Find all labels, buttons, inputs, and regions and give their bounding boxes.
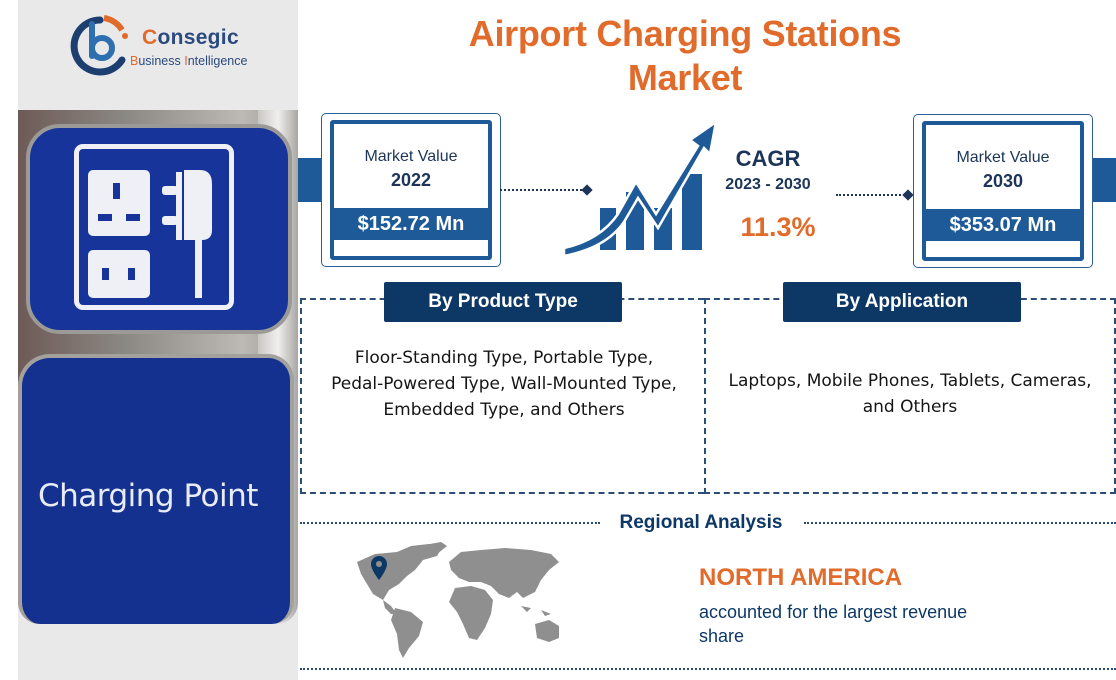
- regional-divider-left: [300, 522, 600, 524]
- page-title-line1: Airport Charging Stations: [468, 13, 902, 54]
- consegic-logo-icon: [70, 15, 128, 76]
- brand-name: Consegic: [142, 26, 239, 50]
- product-type-list: Floor-Standing Type, Portable Type, Peda…: [331, 348, 677, 420]
- connector-line-left: [500, 189, 586, 191]
- leading-region-description: accounted for the largest revenue share: [699, 602, 968, 646]
- cagr-period: 2023 - 2030: [725, 176, 811, 193]
- market-value-amount: $353.07 Mn: [926, 209, 1080, 241]
- application-heading: By Application: [783, 282, 1021, 322]
- market-value-card-frame: Market Value 2030 $353.07 Mn: [922, 121, 1084, 261]
- power-outlet-plug-icon: [88, 170, 212, 298]
- brand-subtitle-b: B: [130, 54, 139, 68]
- application-list: Laptops, Mobile Phones, Tablets, Cameras…: [728, 371, 1092, 417]
- charging-point-photo: Charging Point: [18, 110, 298, 624]
- market-value-label: Market Value: [364, 148, 458, 165]
- bottom-divider: [300, 668, 1116, 670]
- outlet-sign: [26, 124, 292, 334]
- cagr-value: 11.3%: [740, 212, 816, 242]
- growth-chart-arrow-icon: CAGR: [562, 119, 718, 258]
- decorative-bar-right: [1090, 158, 1116, 202]
- market-value-year: 2022: [390, 170, 432, 190]
- outlet-sign-frame: [74, 144, 234, 310]
- page-title-line2: Market: [627, 57, 743, 98]
- market-value-amount: $152.72 Mn: [334, 208, 488, 240]
- brand-logo: Consegic Business Intelligence: [68, 8, 268, 78]
- market-value-year: 2030: [982, 171, 1024, 191]
- page-title: Airport Charging Stations Market: [300, 12, 1070, 100]
- brand-name-rest: onsegic: [157, 26, 239, 49]
- decorative-bar-left: [298, 158, 324, 202]
- cagr-title: CAGR: [735, 146, 801, 171]
- brand-subtitle-i: I: [184, 54, 188, 68]
- market-value-card-frame: Market Value 2022 $152.72 Mn: [330, 120, 492, 260]
- leading-region: NORTH AMERICA: [699, 564, 903, 591]
- connector-line-right: [836, 194, 908, 196]
- cagr-graphic-label: CAGR: [631, 143, 666, 182]
- product-type-heading: By Product Type: [384, 282, 622, 322]
- brand-initial: C: [142, 26, 158, 49]
- location-pin-icon: [371, 556, 387, 580]
- market-value-label: Market Value: [956, 149, 1050, 166]
- brand-subtitle: Business Intelligence: [130, 54, 247, 68]
- brand-subtitle-ntelligence: ntelligence: [187, 54, 248, 68]
- market-value-2030-card: Market Value 2030 $353.07 Mn: [913, 114, 1093, 268]
- world-map-icon: [357, 542, 559, 658]
- regional-divider-right: [804, 522, 1116, 524]
- charging-point-sign: Charging Point: [18, 354, 294, 624]
- market-value-2022-card: Market Value 2022 $152.72 Mn: [321, 113, 501, 267]
- charging-point-sign-text: Charging Point: [38, 478, 258, 514]
- brand-subtitle-usiness: usiness: [138, 54, 185, 68]
- connector-diamond-right: [902, 189, 914, 201]
- regional-analysis-heading: Regional Analysis: [619, 512, 783, 533]
